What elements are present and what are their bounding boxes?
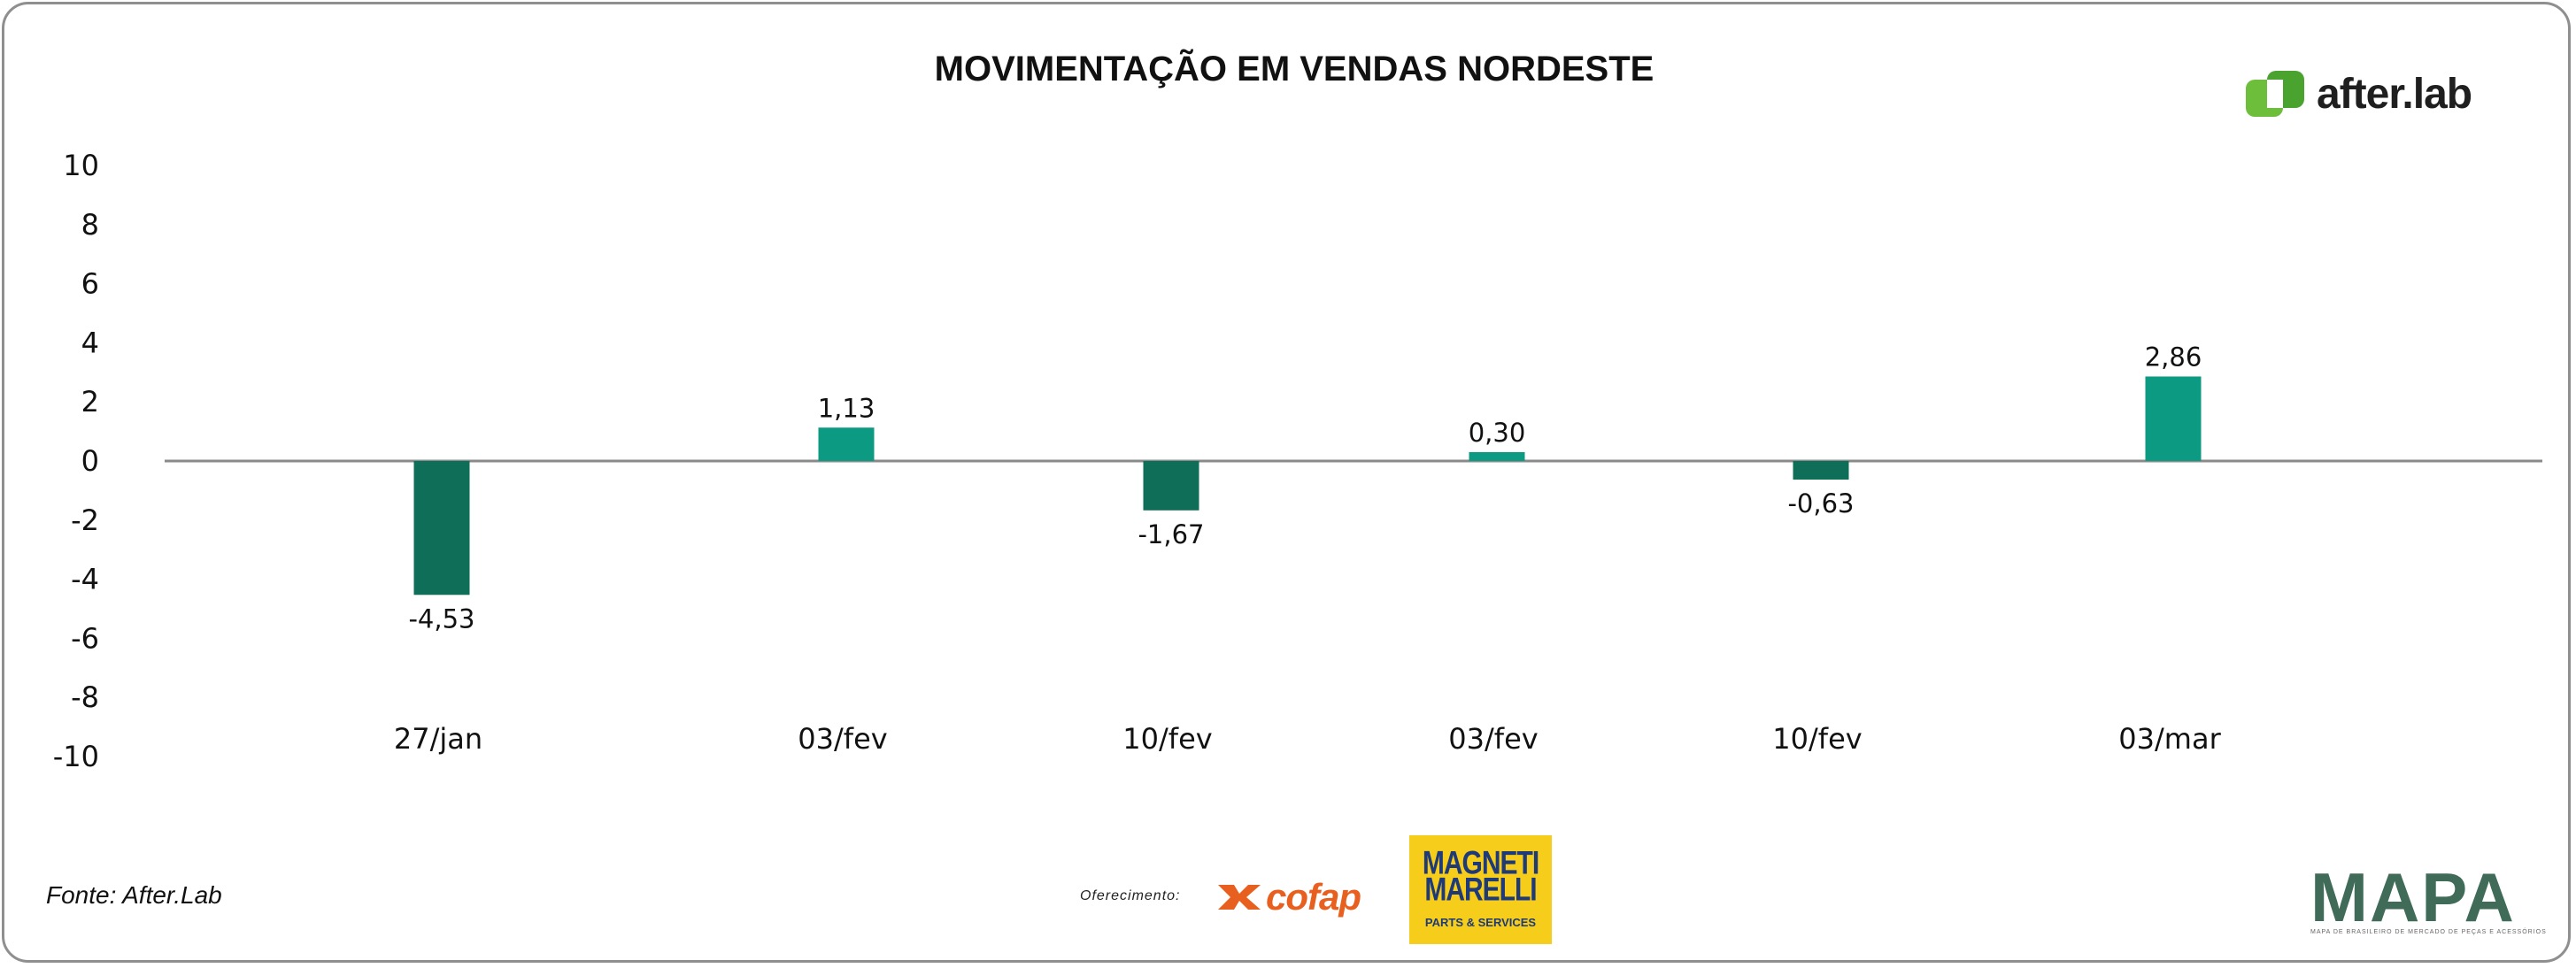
- y-tick-label: 4: [81, 326, 99, 359]
- y-tick-label: -2: [71, 503, 99, 537]
- y-tick-label: -6: [71, 621, 99, 655]
- magneti-marelli-logo: MAGNETI MARELLI PARTS & SERVICES: [1409, 835, 1552, 944]
- bar-value-label: 0,30: [1469, 418, 1526, 448]
- bar-value-label: -0,63: [1787, 488, 1854, 519]
- afterlab-logo-text: after.lab: [2317, 70, 2472, 118]
- bar-value-label: 1,13: [818, 393, 875, 423]
- offer-label: Oferecimento:: [1080, 888, 1181, 903]
- cofap-logo-icon: [1218, 885, 1261, 910]
- y-tick-label: -8: [71, 680, 99, 714]
- bar-value-label: -1,67: [1138, 519, 1204, 549]
- afterlab-logo: after.lab: [2244, 67, 2472, 120]
- mapa-logo-subtitle: MAPA DE BRASILEIRO DE MERCADO DE PEÇAS E…: [2310, 929, 2547, 935]
- y-tick-label: 6: [81, 267, 99, 301]
- bar: [413, 461, 470, 595]
- y-tick-label: -4: [71, 563, 99, 596]
- marelli-text: MARELLI: [1424, 871, 1537, 908]
- mapa-logo-text: MAPA: [2310, 858, 2516, 936]
- bar-value-label: 2,86: [2145, 342, 2202, 372]
- bar: [1469, 451, 1525, 461]
- bar: [1143, 461, 1199, 511]
- cofap-logo: cofap: [1213, 876, 1361, 918]
- x-tick-label: 03/fev: [1448, 722, 1538, 756]
- parts-services-text: PARTS & SERVICES: [1424, 916, 1537, 929]
- x-tick-label: 10/fev: [1122, 722, 1212, 756]
- x-tick-label: 10/fev: [1772, 722, 1862, 756]
- y-tick-label: 2: [81, 385, 99, 419]
- bar: [1793, 461, 1849, 480]
- afterlab-logo-icon: [2246, 71, 2304, 117]
- mapa-logo: MAPA MAPA DE BRASILEIRO DE MERCADO DE PE…: [2310, 858, 2547, 936]
- x-axis-ticks: 27/jan 03/fev 10/fev 03/fev 10/fev 03/mar: [394, 722, 2222, 756]
- y-axis-ticks: 10 8 6 4 2 0 -2 -4 -6 -8 -10: [53, 149, 99, 773]
- bars: [413, 376, 2202, 595]
- x-tick-label: 03/mar: [2118, 722, 2221, 756]
- cofap-logo-text: cofap: [1266, 876, 1361, 918]
- bar: [818, 427, 875, 461]
- bar: [2145, 376, 2202, 461]
- y-tick-label: 8: [81, 208, 99, 242]
- y-tick-label: -10: [53, 740, 99, 773]
- x-tick-label: 27/jan: [394, 722, 482, 756]
- y-tick-label: 10: [63, 149, 99, 182]
- x-tick-label: 03/fev: [798, 722, 887, 756]
- source-note: Fonte: After.Lab: [46, 881, 222, 909]
- chart-title: MOVIMENTAÇÃO EM VENDAS NORDESTE: [934, 50, 1654, 88]
- magneti-text: MAGNETI: [1422, 844, 1539, 881]
- bar-value-label: -4,53: [408, 603, 474, 634]
- value-labels: -4,53 1,13 -1,67 0,30 -0,63 2,86: [408, 342, 2202, 634]
- y-tick-label: 0: [81, 444, 99, 478]
